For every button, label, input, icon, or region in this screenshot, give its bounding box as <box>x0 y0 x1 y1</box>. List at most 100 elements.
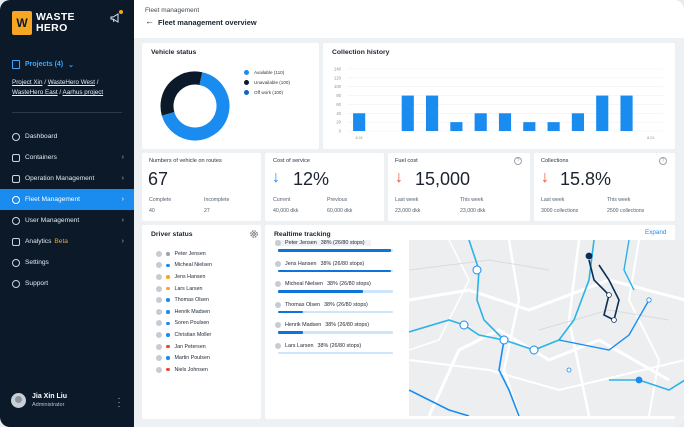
avatar <box>156 262 162 269</box>
project-link[interactable]: Project Xin <box>12 79 43 86</box>
driver-name: Thomas Olsen <box>174 297 209 304</box>
avatar <box>156 308 162 315</box>
cost-of-service-card: Cost of service ↓ 12% Current 40,000 dkk… <box>265 153 384 221</box>
driver-row[interactable]: Jan Petersen <box>156 341 212 353</box>
sidebar-item-user-management[interactable]: User Management › <box>0 210 134 231</box>
arrow-down-icon: ↓ <box>541 169 549 186</box>
status-dot <box>166 367 170 372</box>
progress-text: 38% (26/80 stops) <box>325 322 370 328</box>
back-arrow-icon[interactable]: ← <box>145 16 154 26</box>
bar <box>426 95 439 131</box>
user-profile[interactable]: Jia Xin Liu Administrator <box>11 393 67 408</box>
map-stop-marker <box>529 345 539 355</box>
stat-sub-label: This week <box>607 197 631 203</box>
sidebar-item-dashboard[interactable]: Dashboard <box>0 126 134 147</box>
projects-selector[interactable]: Projects (4) ⌄ <box>12 60 74 69</box>
sidebar-item-fleet-management[interactable]: Fleet Management › <box>0 189 134 210</box>
chevron-down-icon: ⌄ <box>68 61 74 69</box>
project-link[interactable]: Aarhus project <box>62 89 104 96</box>
tracking-row[interactable]: Lars Larsen 38% (26/80 stops) <box>275 342 397 364</box>
expand-link[interactable]: Expand <box>645 229 667 236</box>
sidebar-item-operation-management[interactable]: Operation Management › <box>0 168 134 189</box>
project-links: Project Xin / WasteHero West / WasteHero… <box>12 79 104 96</box>
driver-row[interactable]: Peter Jensen <box>156 248 212 260</box>
breadcrumb: Fleet management <box>145 7 200 14</box>
tracking-row[interactable]: Henrik Madsen 38% (26/80 stops) <box>275 322 397 343</box>
progress-text: 38% (26/80 stops) <box>320 260 365 267</box>
more-options-icon[interactable]: · · · <box>117 393 121 411</box>
vehicle-status-card: Vehicle status Available (110) Unavailab… <box>142 43 319 149</box>
driver-name: Christian Moller <box>174 331 212 338</box>
stat-sub-value: 40 <box>149 208 155 214</box>
containers-icon <box>12 153 20 162</box>
megaphone-icon[interactable] <box>110 12 122 24</box>
map-stop-marker <box>472 265 482 275</box>
project-link[interactable]: WasteHero West <box>47 79 95 86</box>
stat-label: Fuel cost <box>395 158 418 164</box>
map-stop-marker <box>499 335 509 345</box>
driver-list: Peter Jensen Micheal Nielsen Jens Hansen La… <box>156 248 212 376</box>
status-dot <box>166 263 170 268</box>
y-tick-label: 100 <box>334 84 342 89</box>
x-tick-label: 8.01 <box>355 136 362 140</box>
help-icon[interactable]: ? <box>514 157 522 165</box>
progress-text: 38% (26/80 stops) <box>327 281 371 287</box>
progress-text: 38% (26/80 stops) <box>320 240 365 246</box>
stat-sub-value: 23,000 dkk <box>460 208 486 214</box>
bar <box>401 95 414 131</box>
map-canvas <box>409 240 684 416</box>
chevron-right-icon: › <box>121 154 124 161</box>
sidebar-item-support[interactable]: Support <box>0 273 134 294</box>
driver-row[interactable]: Henrik Madsen <box>156 306 212 318</box>
logo[interactable]: W WASTE HERO <box>12 11 75 35</box>
realtime-tracking-card: Realtime tracking Expand Peter Jensen 38%… <box>265 225 684 419</box>
driver-row[interactable]: Jens Hansen <box>156 271 212 283</box>
status-dot <box>166 298 170 302</box>
vehicle-marker <box>585 252 593 260</box>
driver-name: Jens Hansen <box>285 260 317 267</box>
tracking-row[interactable]: Peter Jensen 38% (26/80 stops) <box>275 240 397 261</box>
driver-row[interactable]: Micheal Nielsen <box>156 260 212 272</box>
progress-fill <box>278 331 304 334</box>
tracking-row[interactable]: Thomas Olsen 38% (26/80 stops) <box>275 301 397 323</box>
driver-name: Lars Larsen <box>174 285 203 292</box>
stat-sub-value: 23,000 dkk <box>395 208 421 214</box>
gear-icon[interactable] <box>249 229 259 239</box>
donut-available <box>160 71 230 141</box>
driver-row[interactable]: Niels Johnsen <box>156 364 212 376</box>
stat-sub-label: Last week <box>541 197 565 203</box>
driver-row[interactable]: Soren Poulsen <box>156 318 212 330</box>
status-dot <box>166 344 170 349</box>
avatar <box>275 322 281 328</box>
driver-row[interactable]: Christian Moller <box>156 329 212 341</box>
driver-name: Niels Johnsen <box>174 366 208 373</box>
tracking-row[interactable]: Micheal Nielsen 38% (26/80 stops) <box>275 281 397 302</box>
arrow-down-icon: ↓ <box>272 169 280 186</box>
avatar <box>156 343 162 350</box>
card-title: Realtime tracking <box>274 231 331 238</box>
sidebar-nav: Dashboard Containers › Operation Manageme… <box>0 126 134 294</box>
route-map[interactable] <box>409 240 684 416</box>
driver-name: Jan Petersen <box>174 343 206 350</box>
sidebar-item-settings[interactable]: Settings <box>0 252 134 273</box>
legend-item: Off work (100) <box>244 87 290 97</box>
help-icon[interactable]: ? <box>659 157 667 165</box>
stat-label: Collections <box>541 158 569 164</box>
tracking-row[interactable]: Jens Hansen 38% (26/80 stops) <box>275 260 397 282</box>
avatar <box>156 320 162 327</box>
sidebar-item-analytics[interactable]: Analytics Beta › <box>0 231 134 252</box>
map-stop-marker <box>566 367 572 373</box>
driver-name: Martin Poulsen <box>174 355 210 362</box>
avatar <box>275 301 281 308</box>
driver-row[interactable]: Thomas Olsen <box>156 294 212 306</box>
driver-row[interactable]: Martin Poulsen <box>156 352 212 364</box>
status-dot <box>166 286 170 291</box>
sidebar-item-containers[interactable]: Containers › <box>0 147 134 168</box>
driver-row[interactable]: Lars Larsen <box>156 283 212 295</box>
project-link[interactable]: WasteHero East <box>12 89 58 96</box>
bar <box>547 122 560 131</box>
bar <box>523 122 536 131</box>
driver-name: Peter Jensen <box>285 240 317 246</box>
logo-mark: W <box>12 11 32 35</box>
